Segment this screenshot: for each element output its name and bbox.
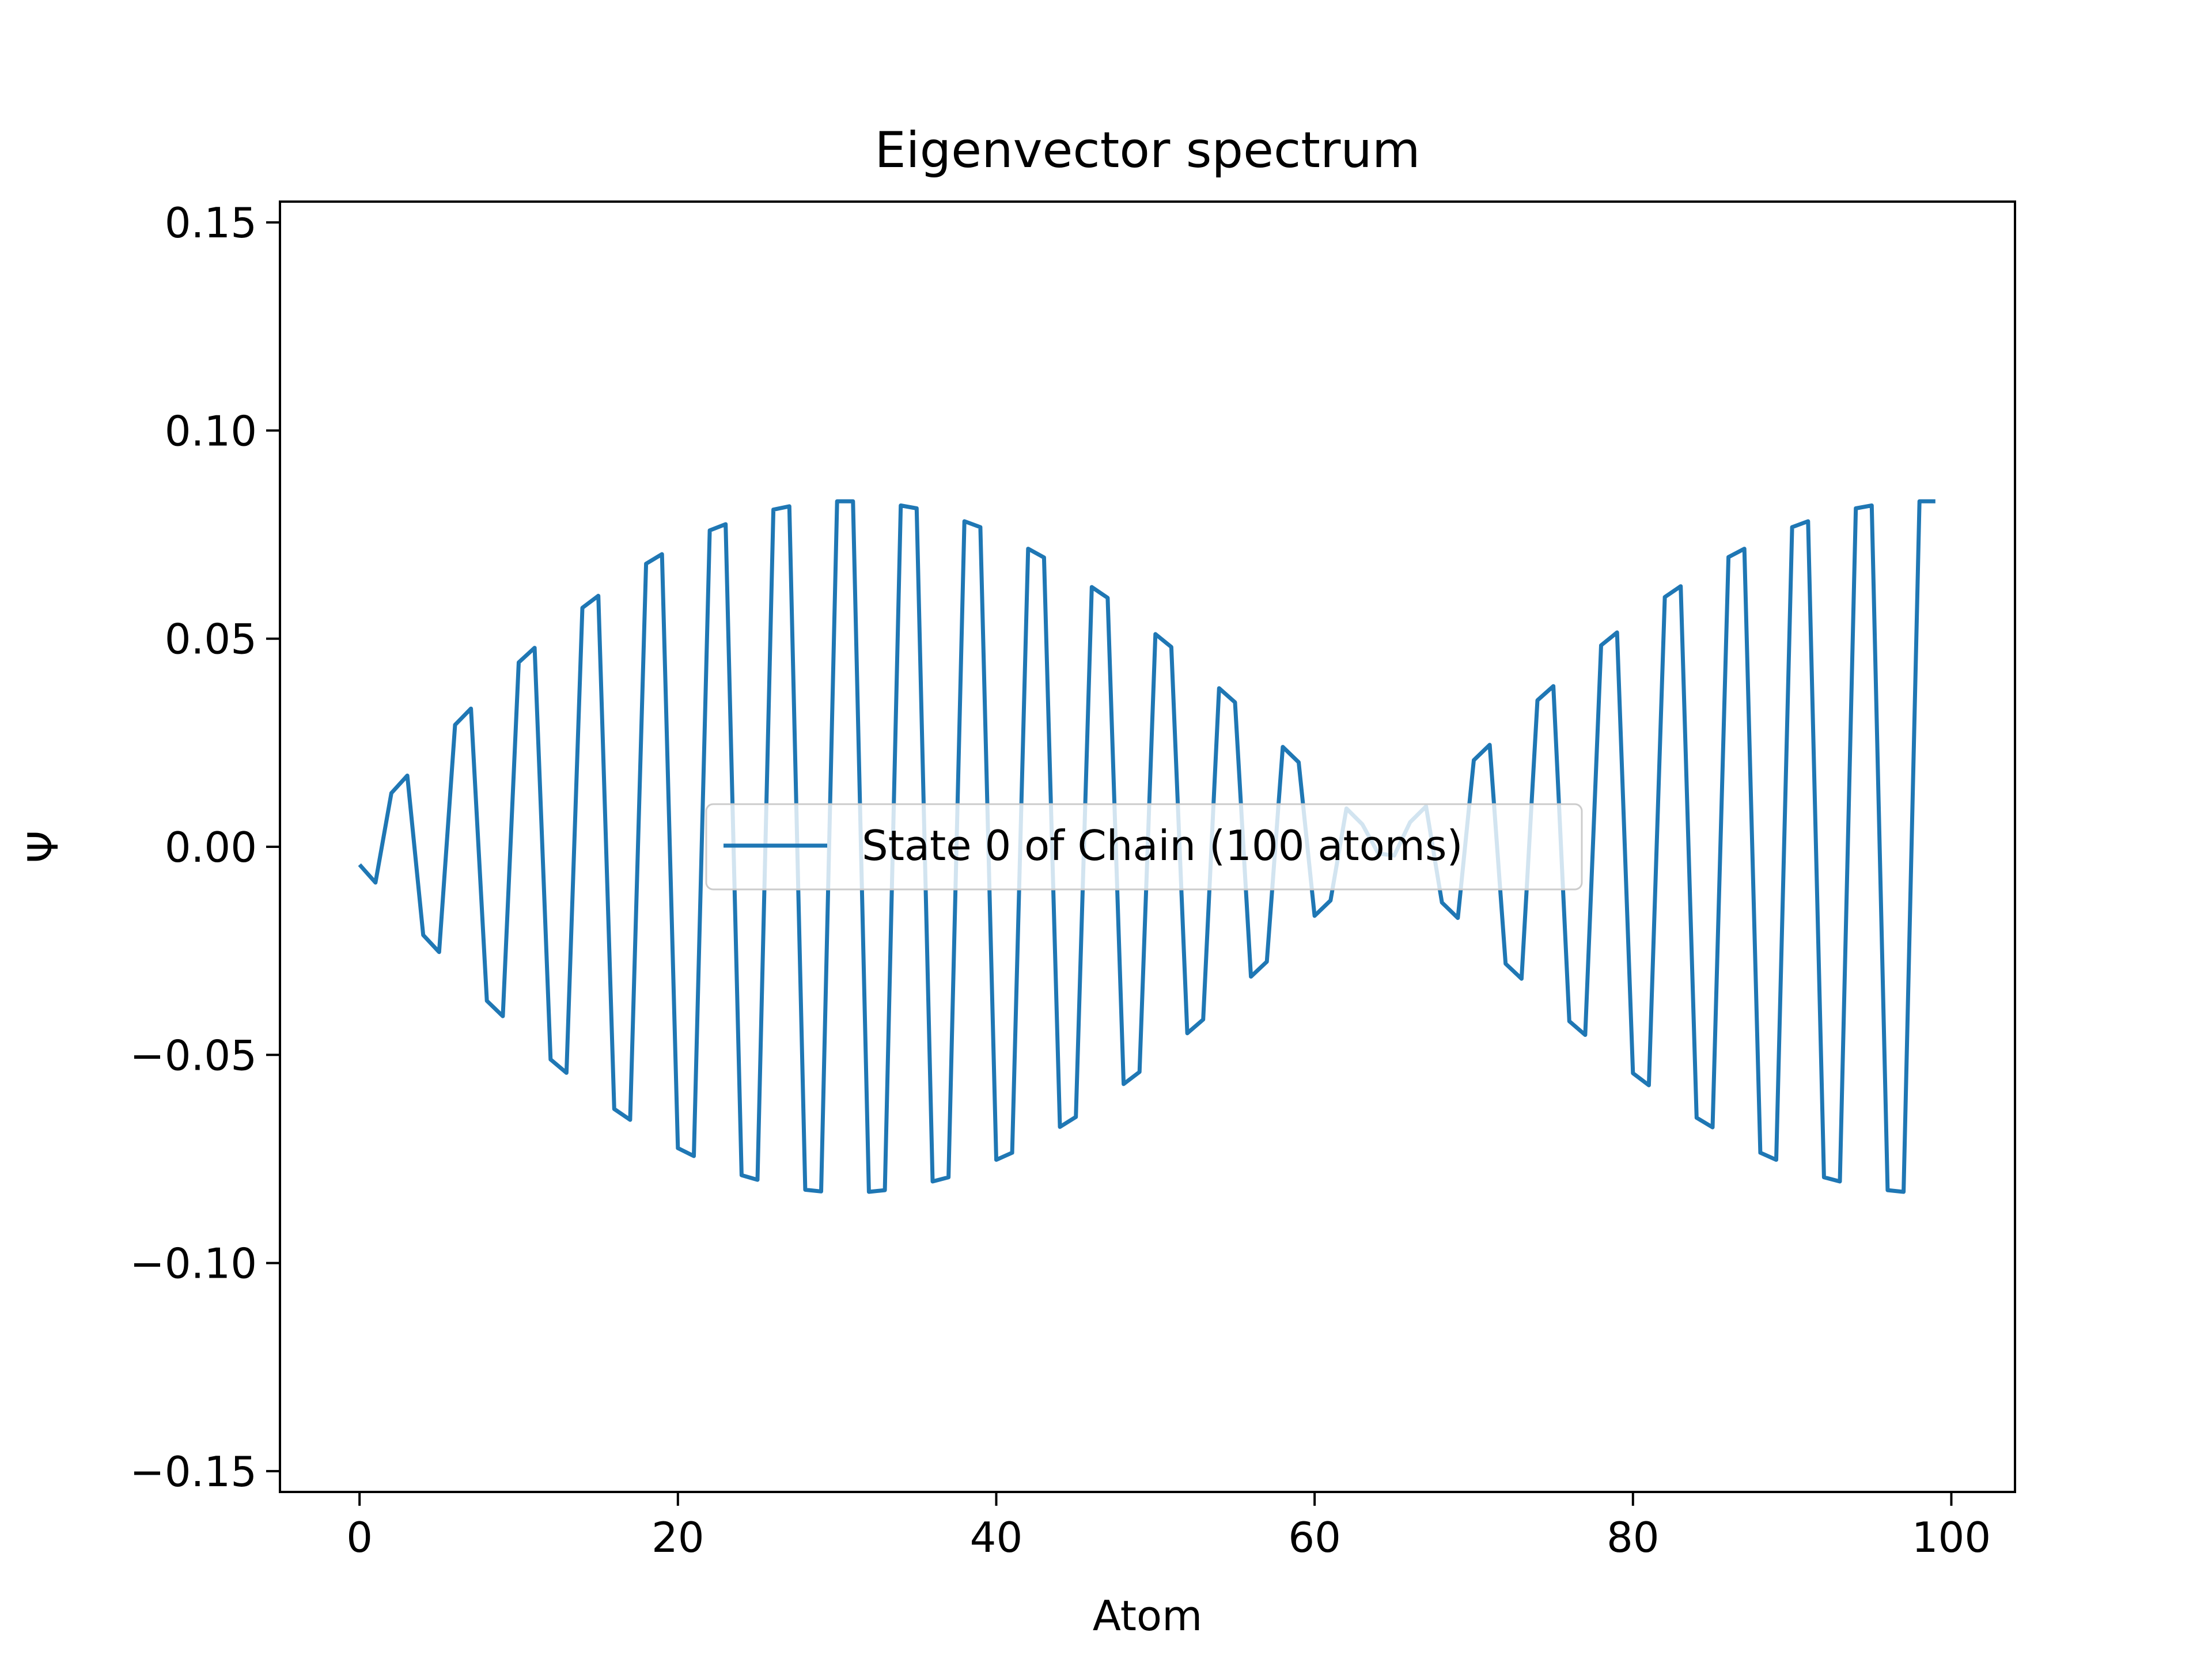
y-tick-label: −0.15 bbox=[130, 1448, 257, 1496]
y-axis-ticks: −0.15 −0.10 −0.05 0.00 0.05 0.10 0.15 bbox=[130, 199, 280, 1496]
legend: State 0 of Chain (100 atoms) bbox=[705, 803, 1583, 891]
x-tick-label: 100 bbox=[1912, 1513, 1991, 1562]
x-tick-label: 60 bbox=[1288, 1513, 1341, 1562]
y-tick-label: 0.00 bbox=[165, 823, 257, 872]
y-tick-label: 0.05 bbox=[165, 615, 257, 664]
y-axis-label: Ψ bbox=[19, 831, 67, 863]
x-tick-label: 20 bbox=[652, 1513, 704, 1562]
y-tick-label: −0.10 bbox=[130, 1240, 257, 1288]
x-axis-ticks: 0 20 40 60 80 100 bbox=[346, 1492, 1991, 1562]
y-tick-label: 0.10 bbox=[165, 407, 257, 455]
y-tick-label: −0.05 bbox=[130, 1031, 257, 1080]
x-axis-label: Atom bbox=[1093, 1592, 1202, 1640]
legend-label: State 0 of Chain (100 atoms) bbox=[862, 821, 1463, 870]
chart-title: Eigenvector spectrum bbox=[874, 122, 1420, 179]
x-tick-label: 40 bbox=[970, 1513, 1023, 1562]
legend-box bbox=[705, 803, 1583, 891]
y-tick-label: 0.15 bbox=[165, 199, 257, 247]
x-tick-label: 0 bbox=[346, 1513, 373, 1562]
x-tick-label: 80 bbox=[1607, 1513, 1660, 1562]
